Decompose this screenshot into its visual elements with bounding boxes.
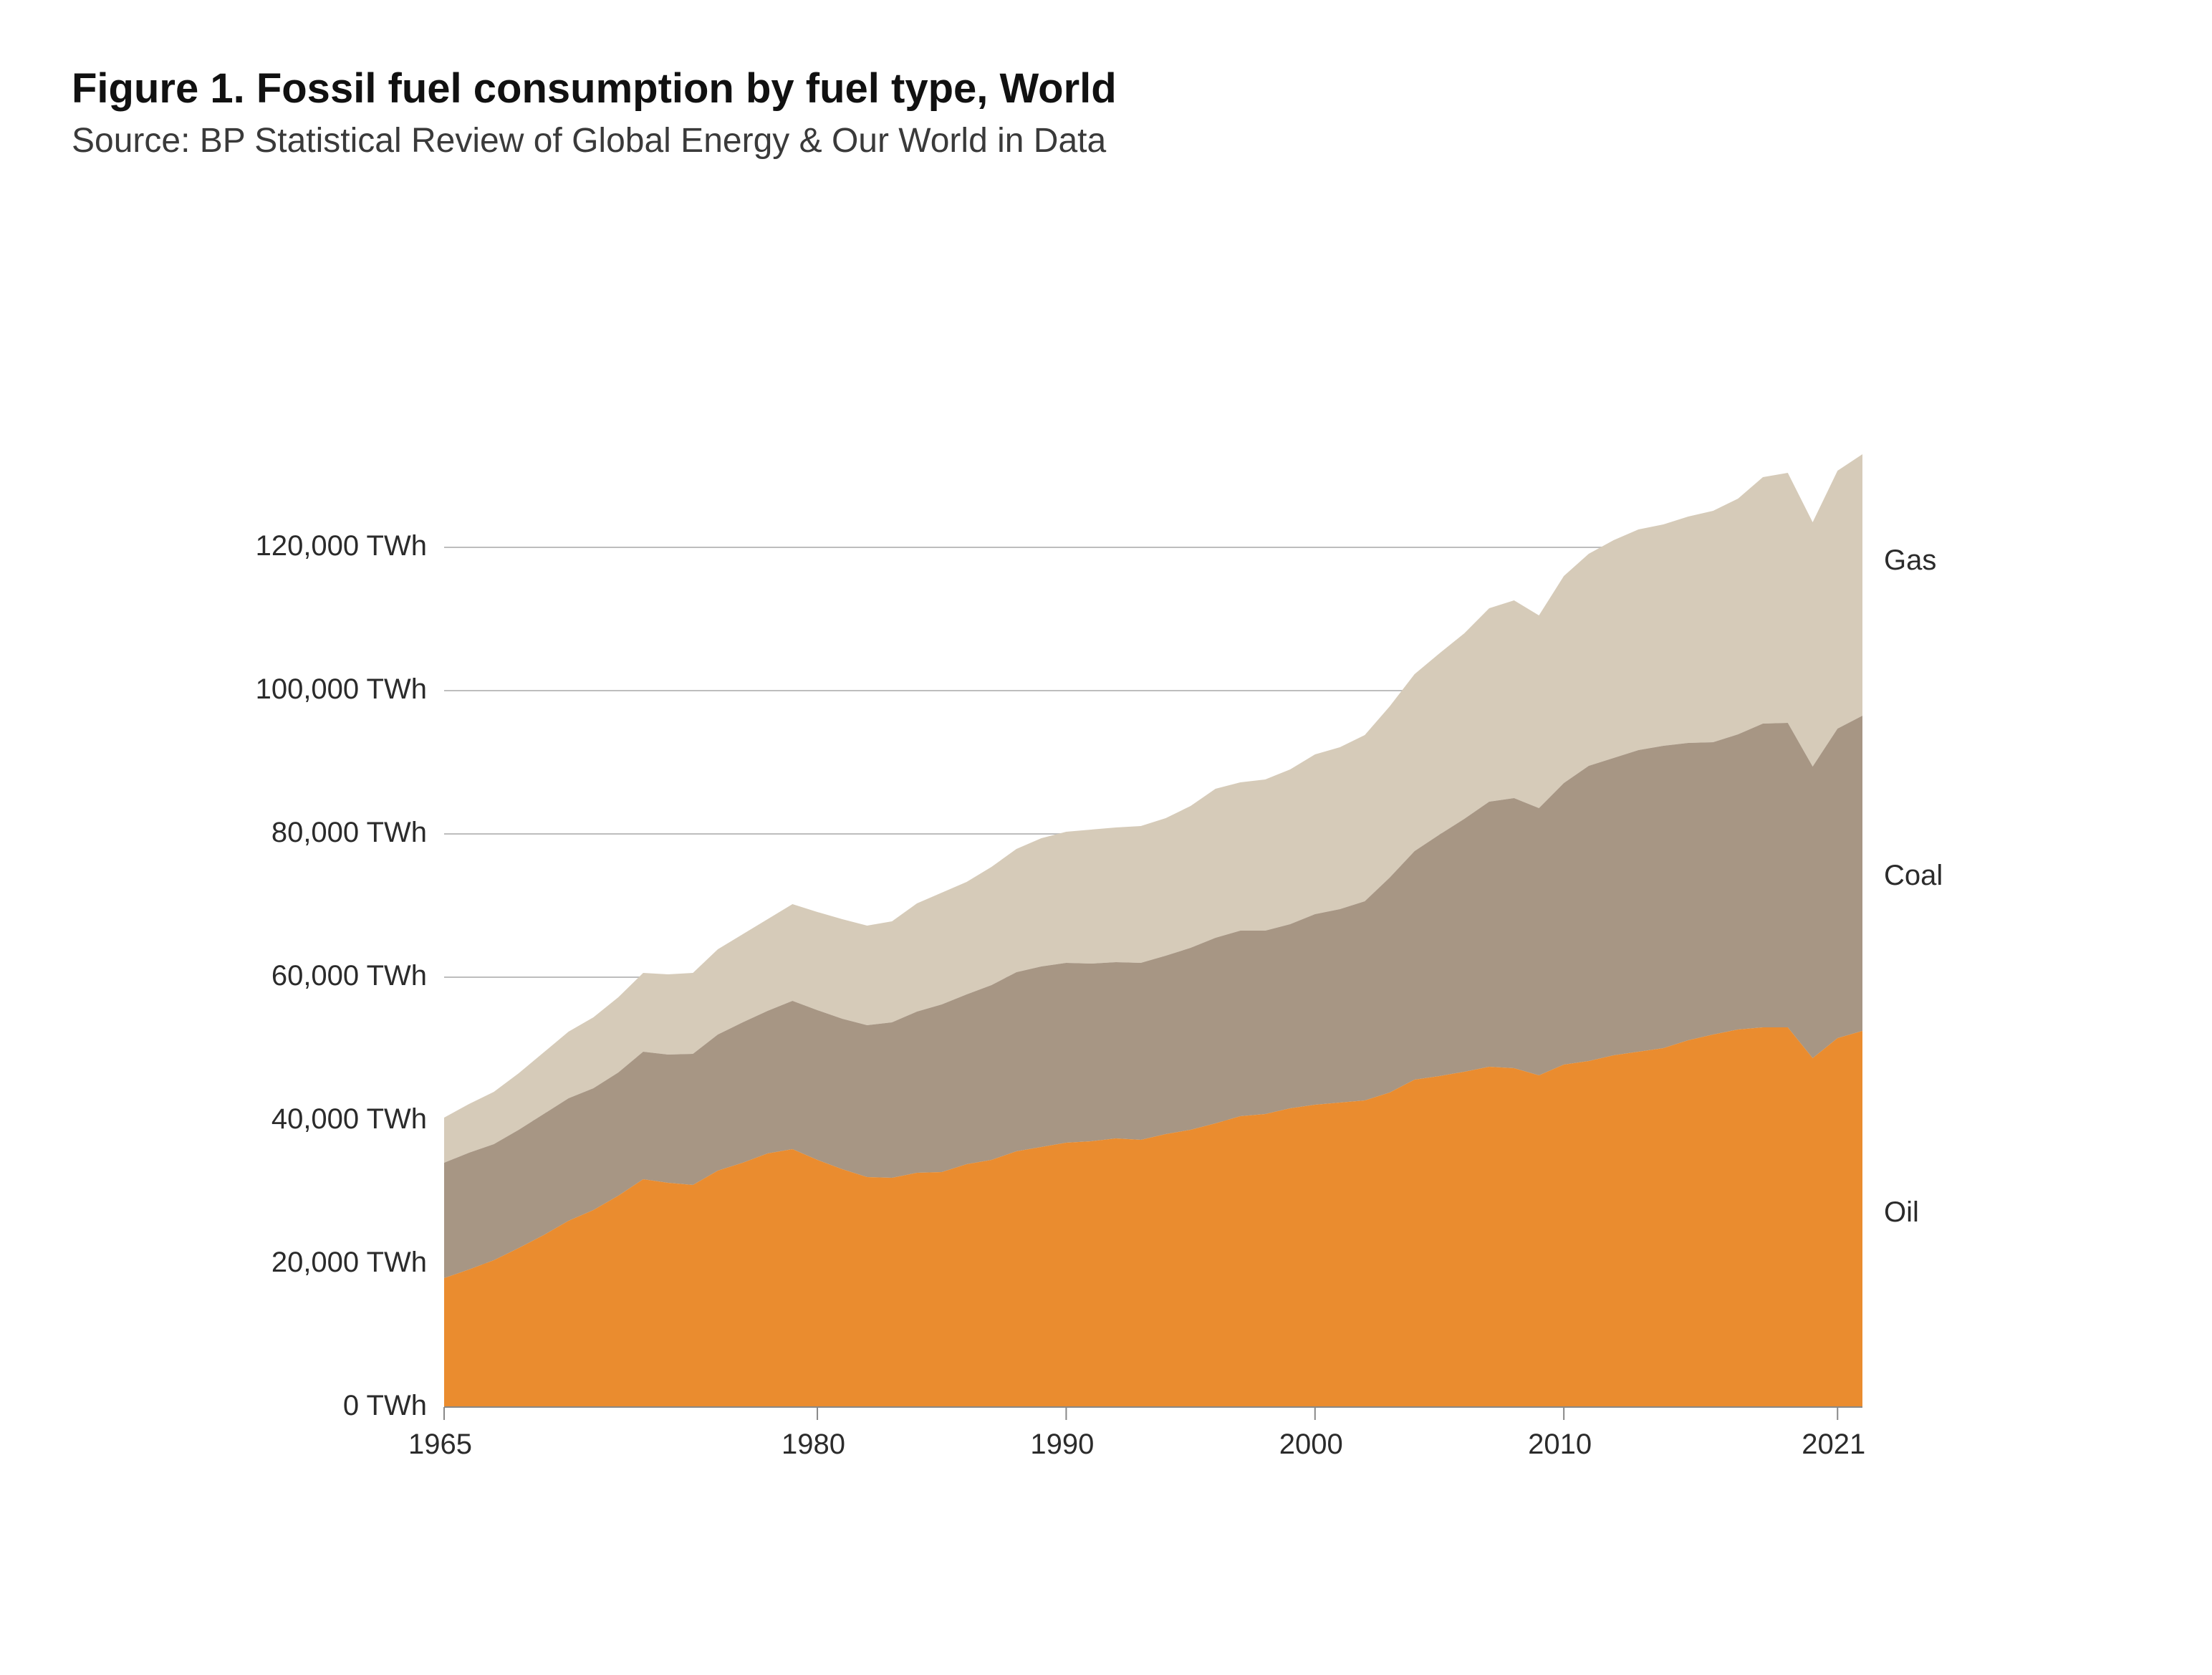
y-tick-label: 120,000 TWh bbox=[256, 530, 427, 562]
stacked-area-chart: 0 TWh 20,000 TWh 40,000 TWh 60,000 TWh 80,00… bbox=[72, 203, 2077, 1579]
y-tick-label: 60,000 TWh bbox=[271, 960, 427, 992]
x-tick-label: 2000 bbox=[1279, 1429, 1343, 1461]
chart-svg bbox=[72, 203, 2077, 1579]
y-tick-label: 0 TWh bbox=[343, 1390, 427, 1422]
x-tick-label: 1990 bbox=[1030, 1429, 1094, 1461]
series-label-coal: Coal bbox=[1884, 860, 1943, 892]
y-tick-label: 100,000 TWh bbox=[256, 673, 427, 706]
series-label-oil: Oil bbox=[1884, 1196, 1919, 1229]
x-tick-label: 2021 bbox=[1802, 1429, 1865, 1461]
chart-title: Figure 1. Fossil fuel consumption by fue… bbox=[72, 64, 2140, 112]
figure-container: Figure 1. Fossil fuel consumption by fue… bbox=[0, 0, 2212, 1675]
y-tick-label: 40,000 TWh bbox=[271, 1103, 427, 1136]
chart-subtitle: Source: BP Statistical Review of Global … bbox=[72, 121, 2140, 160]
y-tick-label: 80,000 TWh bbox=[271, 817, 427, 849]
y-tick-label: 20,000 TWh bbox=[271, 1247, 427, 1279]
x-tick-label: 2010 bbox=[1528, 1429, 1592, 1461]
series-label-gas: Gas bbox=[1884, 544, 1936, 577]
x-tick-label: 1965 bbox=[408, 1429, 472, 1461]
x-tick-label: 1980 bbox=[782, 1429, 845, 1461]
